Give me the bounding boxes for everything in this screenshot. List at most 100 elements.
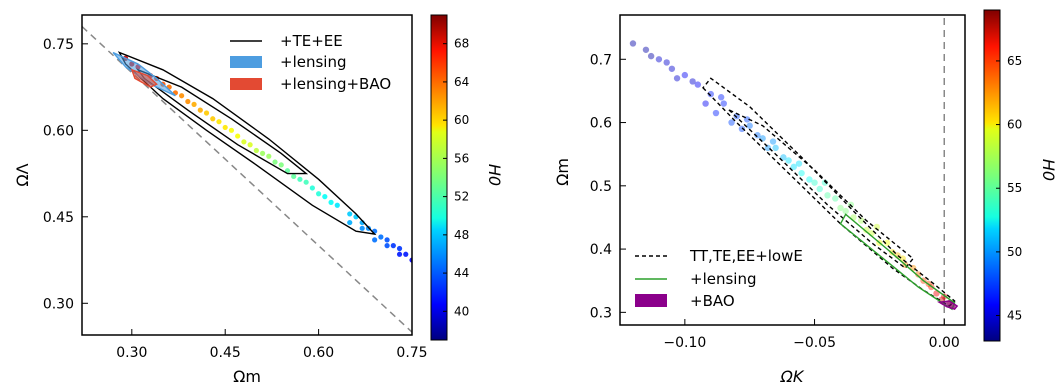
left-sample-point bbox=[359, 225, 365, 231]
left-x-tick-label: 0.45 bbox=[210, 345, 241, 361]
left-colorbar-tick-label: 44 bbox=[454, 266, 469, 280]
right-sample-point bbox=[790, 163, 797, 171]
left-legend-swatch-lensing-bao bbox=[230, 78, 262, 90]
right-colorbar-tick-label: 55 bbox=[1007, 181, 1022, 195]
right-sample-point bbox=[795, 160, 803, 167]
left-x-tick-label: 0.30 bbox=[116, 345, 147, 361]
left-sample-point bbox=[297, 176, 303, 182]
left-colorbar-tick-label: 56 bbox=[454, 151, 469, 165]
right-sample-point bbox=[647, 52, 655, 60]
left-sample-point bbox=[309, 185, 315, 191]
left-colorbar-tick-label: 68 bbox=[454, 37, 469, 51]
right-sample-point bbox=[663, 59, 670, 66]
left-sample-point bbox=[210, 116, 216, 122]
left-legend-label-te-ee: +TE+EE bbox=[280, 32, 343, 50]
left-sample-point bbox=[291, 173, 297, 180]
right-sample-point bbox=[863, 226, 870, 234]
right-plot: −0.10 −0.05 0.00 0.3 0.4 0.5 0.6 0.7 ΩK Ωm TT,T… bbox=[553, 14, 966, 386]
right-sample-point bbox=[798, 169, 805, 177]
right-x-tick-label: 0.00 bbox=[929, 335, 960, 351]
left-colorbar-label: H0 bbox=[485, 164, 504, 186]
right-legend: TT,TE,EE+lowE +lensing +BAO bbox=[635, 247, 803, 310]
left-colorbar-gradient bbox=[430, 14, 448, 341]
left-legend: +TE+EE +lensing +lensing+BAO bbox=[230, 32, 391, 93]
right-x-axis-label: ΩK bbox=[780, 367, 805, 386]
right-y-axis-label: Ωm bbox=[553, 158, 572, 186]
left-x-axis-label: Ωm bbox=[233, 367, 261, 386]
left-sample-point bbox=[272, 159, 278, 165]
left-sample-point bbox=[396, 251, 403, 257]
right-sample-point bbox=[780, 154, 787, 161]
right-sample-point bbox=[806, 176, 813, 183]
left-sample-point bbox=[334, 202, 340, 208]
left-sample-point bbox=[384, 243, 390, 249]
left-sample-point bbox=[303, 179, 309, 185]
right-sample-point bbox=[883, 239, 891, 246]
left-sample-point bbox=[185, 98, 191, 105]
left-colorbar-tick-label: 40 bbox=[454, 304, 469, 318]
right-sample-point bbox=[769, 138, 777, 145]
left-contour-outer bbox=[130, 68, 158, 88]
left-colorbar-tick-label: 60 bbox=[454, 113, 469, 127]
left-plot-frame bbox=[81, 14, 413, 336]
left-sample-point bbox=[396, 245, 403, 252]
right-y-tick-label: 0.6 bbox=[590, 116, 612, 132]
left-colorbar-tick-label: 64 bbox=[454, 75, 469, 89]
right-sample-point bbox=[754, 132, 761, 139]
left-sample-point bbox=[347, 219, 353, 226]
left-x-tick-label: 0.75 bbox=[396, 345, 427, 361]
left-y-axis-label: ΩΛ bbox=[13, 163, 32, 186]
right-contour-inner bbox=[728, 109, 915, 270]
right-legend-label-lensing: +lensing bbox=[690, 270, 756, 288]
right-colorbar: 45 50 55 60 65 H0 bbox=[983, 9, 1058, 342]
left-legend-label-lensing: +lensing bbox=[280, 53, 346, 71]
right-colorbar-gradient bbox=[983, 9, 1001, 342]
right-sample-point bbox=[681, 71, 689, 79]
left-sample-point bbox=[253, 147, 259, 154]
right-sample-point bbox=[837, 204, 844, 212]
right-y-tick-label: 0.3 bbox=[590, 305, 612, 321]
left-sample-point bbox=[278, 162, 284, 168]
right-sample-point bbox=[668, 65, 676, 72]
right-colorbar-tick-label: 45 bbox=[1007, 309, 1022, 323]
right-sample-point bbox=[655, 56, 663, 63]
left-sample-point bbox=[328, 199, 334, 205]
left-sample-point bbox=[247, 142, 253, 148]
right-colorbar-label: H0 bbox=[1039, 159, 1058, 181]
left-sample-point bbox=[235, 133, 241, 139]
right-y-tick-label: 0.4 bbox=[590, 242, 612, 258]
right-sample-point bbox=[824, 192, 831, 199]
left-y-tick-label: 0.45 bbox=[43, 210, 74, 226]
right-sample-point bbox=[889, 249, 896, 256]
right-sample-point bbox=[702, 100, 709, 107]
left-colorbar: 40 44 48 52 56 60 64 68 H0 bbox=[430, 14, 504, 341]
left-y-tick-label: 0.30 bbox=[43, 296, 74, 312]
right-sample-point bbox=[728, 119, 735, 126]
right-sample-point bbox=[707, 90, 714, 98]
right-sample-point bbox=[642, 46, 650, 53]
right-y-tick-label: 0.7 bbox=[590, 52, 612, 68]
left-sample-point bbox=[203, 110, 210, 116]
left-sample-point bbox=[322, 194, 328, 200]
right-sample-point bbox=[673, 75, 681, 82]
left-contour-outer bbox=[117, 51, 377, 236]
right-sample-point bbox=[738, 125, 746, 133]
left-contour-inner bbox=[135, 68, 309, 175]
left-sample-point bbox=[179, 93, 185, 99]
left-sample-point bbox=[228, 127, 235, 133]
right-x-tick-label: −0.05 bbox=[793, 335, 836, 351]
right-legend-label-bao: +BAO bbox=[690, 292, 735, 310]
right-sample-point bbox=[629, 40, 637, 47]
left-plot: 0.30 0.45 0.60 0.75 0.30 0.45 0.60 0.75 Ωm ΩΛ +… bbox=[13, 14, 428, 386]
left-sample-point bbox=[216, 119, 222, 125]
right-data-layer bbox=[629, 15, 959, 325]
left-legend-swatch-lensing bbox=[230, 56, 262, 68]
right-sample-point bbox=[772, 144, 779, 152]
right-colorbar-tick-label: 60 bbox=[1007, 118, 1022, 132]
right-tick-group: −0.10 −0.05 0.00 0.3 0.4 0.5 0.6 0.7 bbox=[590, 52, 960, 351]
left-sample-point bbox=[316, 191, 322, 197]
right-sample-point bbox=[816, 185, 823, 193]
left-colorbar-tick-label: 48 bbox=[454, 228, 469, 242]
left-sample-point bbox=[347, 211, 353, 217]
